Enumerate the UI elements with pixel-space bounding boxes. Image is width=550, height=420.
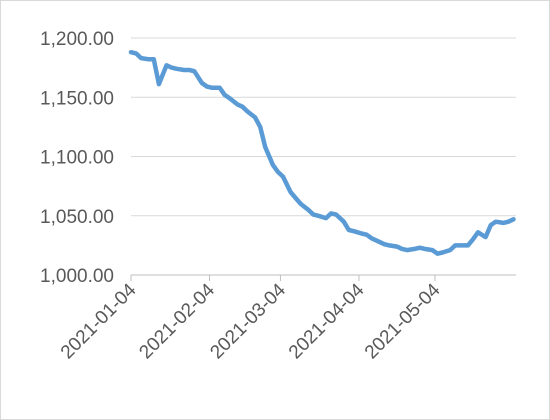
- gridlines: [131, 37, 516, 276]
- y-axis-tick-labels: 1,000.00 1,050.00 1,100.00 1,150.00 1,200.00: [40, 29, 114, 287]
- y-tick-label: 1,100.00: [40, 148, 114, 169]
- series-line: [128, 49, 516, 256]
- y-tick-label: 1,150.00: [40, 88, 114, 109]
- y-tick-label: 1,000.00: [40, 266, 114, 287]
- x-axis-ticks: [130, 275, 436, 281]
- x-tick-label: 2021-04-04: [285, 279, 369, 363]
- x-tick-label: 2021-05-04: [361, 279, 445, 363]
- x-tick-label: 2021-03-04: [206, 279, 290, 363]
- y-tick-label: 1,050.00: [40, 207, 114, 228]
- x-tick-label: 2021-01-04: [57, 279, 141, 363]
- y-tick-label: 1,200.00: [40, 29, 114, 50]
- series-layer: [128, 49, 516, 256]
- x-tick-label: 2021-02-04: [135, 279, 219, 363]
- x-axis-tick-labels: 2021-01-042021-02-042021-03-042021-04-04…: [57, 279, 445, 363]
